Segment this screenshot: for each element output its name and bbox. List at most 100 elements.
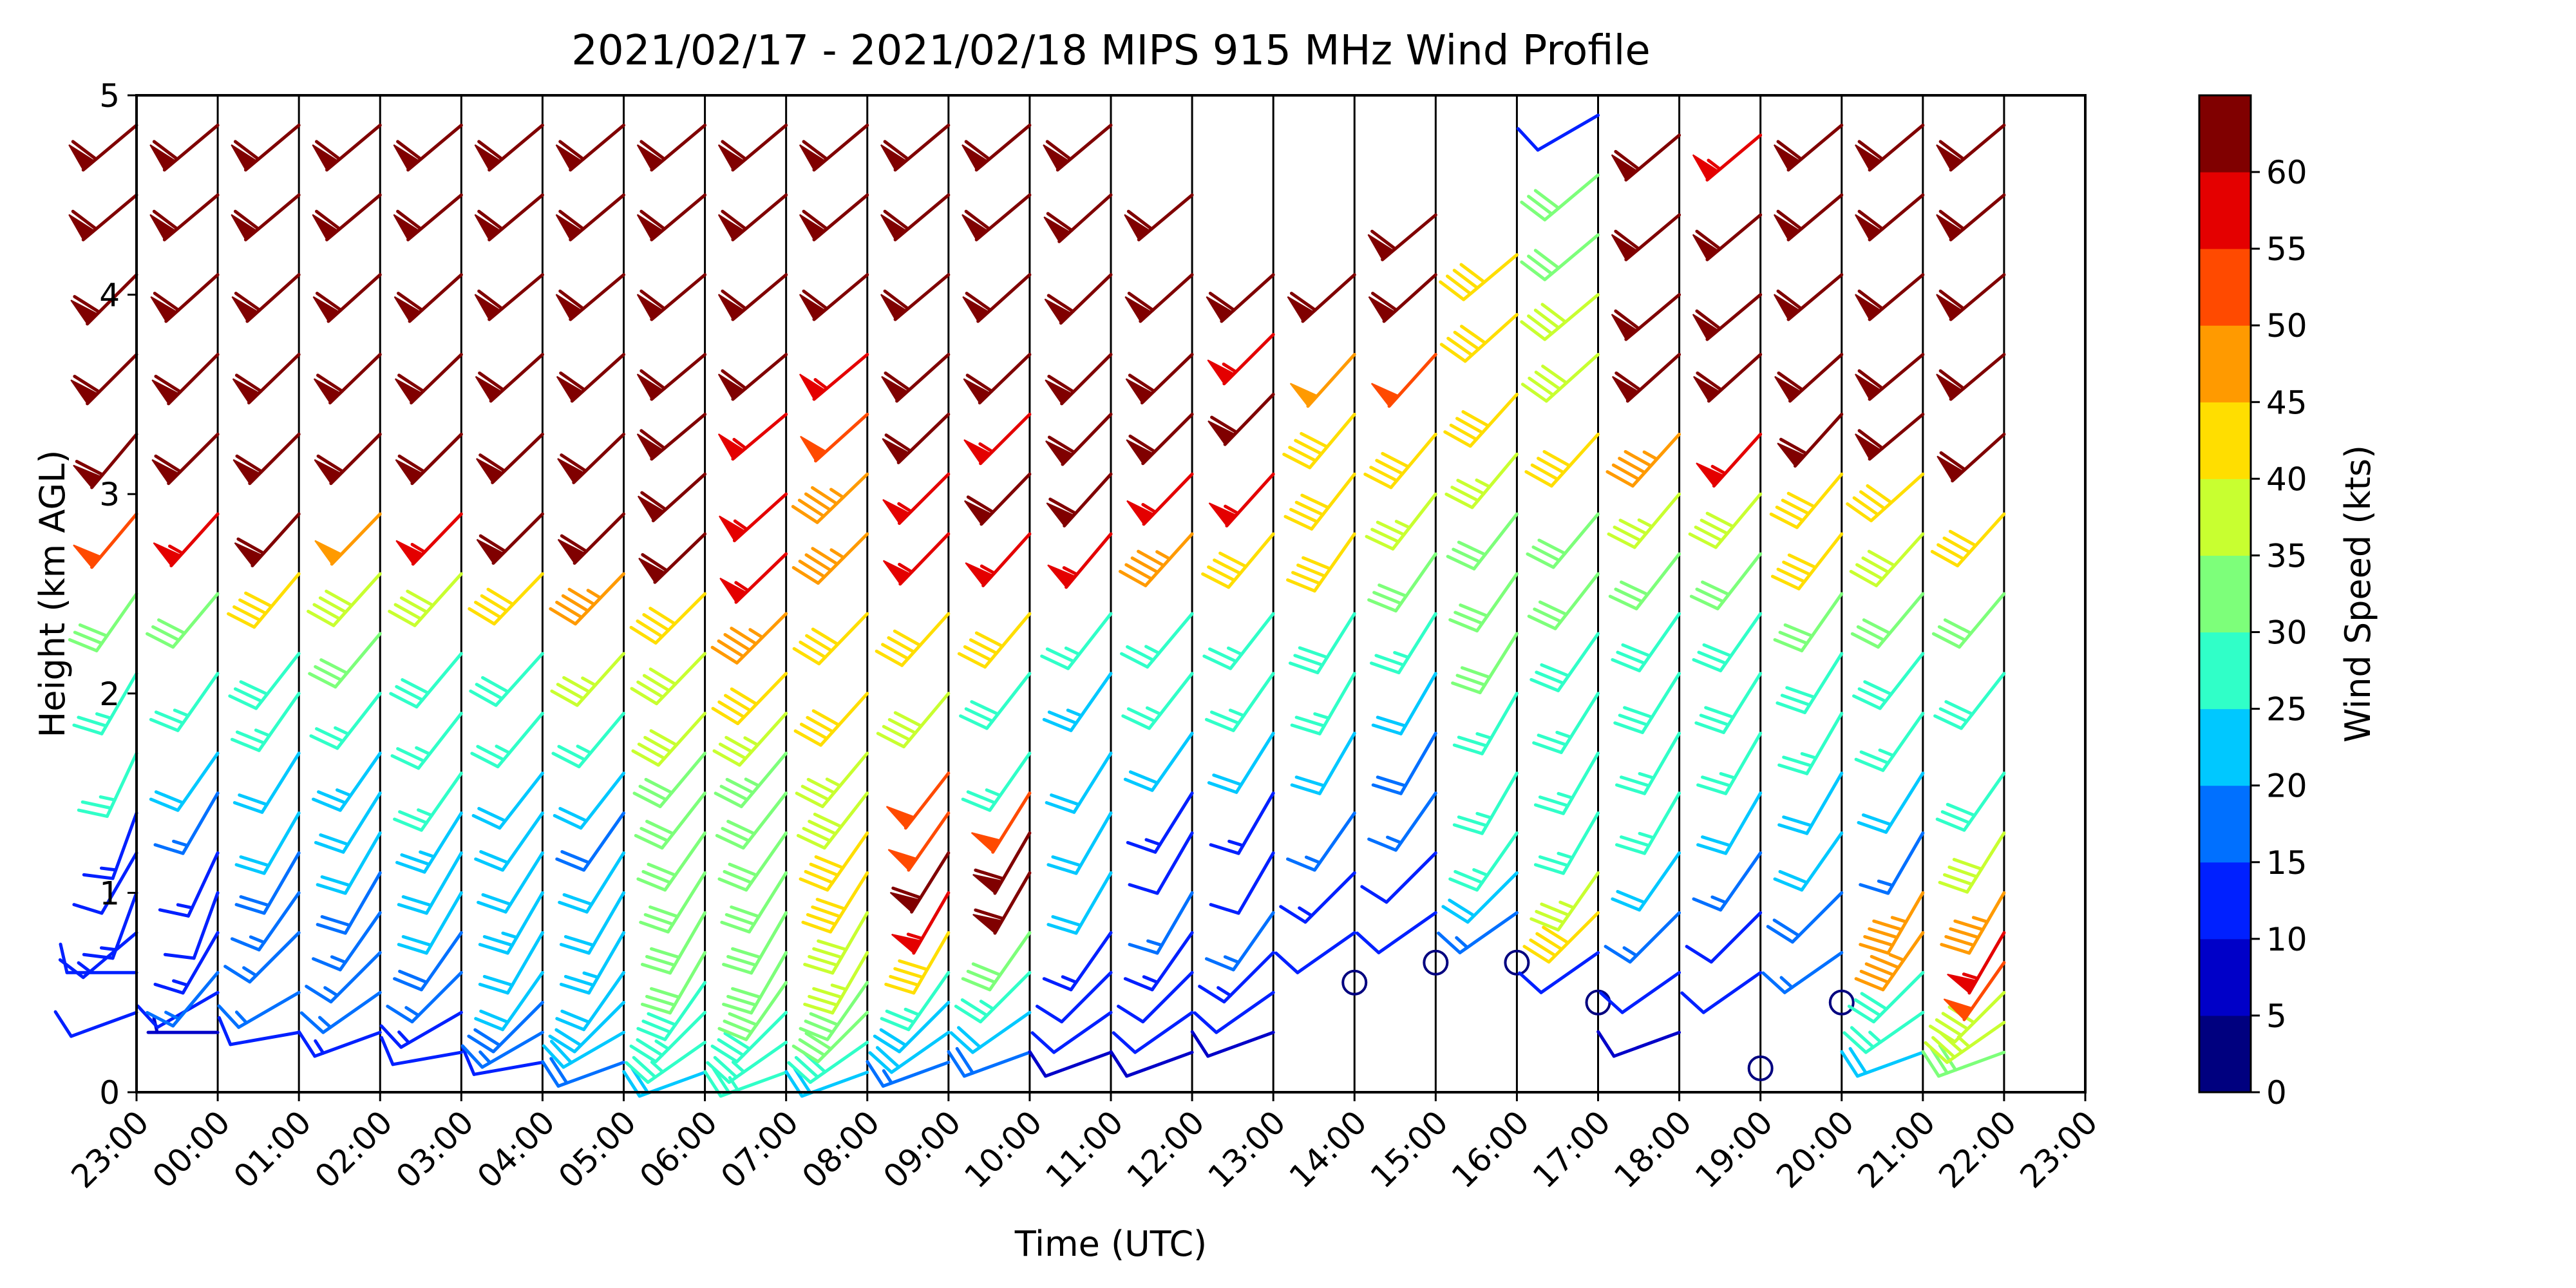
- barb-shaft: [1155, 891, 1194, 955]
- barb-flag: [232, 459, 261, 485]
- wind-barb: [1522, 911, 1600, 964]
- barb-shaft: [341, 791, 382, 854]
- barb-full: [1618, 518, 1648, 535]
- barb-full: [1520, 260, 1547, 281]
- barb-full: [1526, 552, 1555, 569]
- barb-full: [883, 140, 910, 161]
- barb-shaft: [1551, 512, 1600, 569]
- wind-barb: [1518, 951, 1600, 994]
- barb-full: [559, 943, 591, 955]
- barb-full: [315, 292, 343, 312]
- wind-barb: [548, 1001, 625, 1054]
- barb-full: [955, 1046, 975, 1075]
- wind-barb: [882, 412, 951, 464]
- barb-shaft: [410, 971, 463, 1024]
- wind-barb: [1761, 951, 1844, 994]
- wind-barb: [232, 752, 301, 814]
- barb-shaft: [1543, 233, 1600, 281]
- barb-full: [1766, 925, 1794, 944]
- barb-half: [985, 788, 1002, 797]
- barb-full: [1302, 556, 1332, 571]
- barb-full: [238, 793, 269, 806]
- wind-barb: [1855, 273, 1925, 321]
- barb-full: [645, 954, 677, 967]
- barb-full: [71, 209, 98, 231]
- barb-shaft: [819, 692, 869, 747]
- barb-shaft: [983, 612, 1032, 669]
- barb-flag: [1044, 298, 1072, 325]
- wind-barb: [882, 472, 951, 526]
- barb-flag: [1692, 314, 1719, 341]
- barb-full: [561, 594, 590, 613]
- barb-flag: [1124, 296, 1152, 323]
- barb-full: [811, 486, 838, 506]
- wind-barb: [72, 672, 138, 735]
- barb-half: [478, 1050, 492, 1065]
- wind-barb: [1045, 412, 1113, 466]
- barb-full: [1457, 540, 1487, 556]
- barb-flag: [1043, 216, 1071, 243]
- x-tick-label: 07:00: [714, 1103, 806, 1195]
- barb-full: [884, 433, 913, 453]
- barb-full: [724, 913, 756, 926]
- barb-shaft: [971, 1010, 1032, 1054]
- barb-full: [1868, 927, 1899, 940]
- barb-half: [318, 1016, 332, 1029]
- barb-flag: [717, 294, 745, 321]
- wind-barb: [1846, 472, 1925, 523]
- barb-shaft: [1800, 592, 1844, 652]
- barb-full: [1448, 898, 1476, 918]
- barb-full: [1035, 1005, 1064, 1024]
- barb-full: [244, 591, 274, 609]
- barb-full: [234, 903, 266, 915]
- wind-barb: [1030, 1010, 1113, 1054]
- barb-half: [1223, 955, 1240, 964]
- barb-full: [1857, 687, 1888, 703]
- barb-full: [1859, 883, 1890, 895]
- barb-shaft: [252, 572, 301, 629]
- barb-full: [793, 1066, 812, 1095]
- barb-shaft: [1472, 512, 1519, 571]
- wind-barb: [1040, 612, 1113, 670]
- barb-full: [1780, 694, 1812, 707]
- barb-shaft: [737, 712, 788, 767]
- barb-flag: [963, 500, 992, 526]
- barb-shaft: [668, 911, 707, 975]
- barb-full: [562, 893, 594, 906]
- barb-shaft: [656, 712, 707, 767]
- barb-shaft: [985, 672, 1032, 730]
- barb-full: [1695, 229, 1722, 251]
- barb-shaft: [1719, 851, 1763, 912]
- barb-shaft: [192, 891, 220, 960]
- barb-half: [1142, 975, 1159, 984]
- barb-full: [1279, 905, 1307, 924]
- barb-flag: [1043, 144, 1070, 171]
- barb-flag: [1936, 144, 1963, 171]
- barb-full: [1452, 823, 1484, 835]
- barb-shaft: [1391, 492, 1437, 551]
- barb-flag: [150, 296, 178, 323]
- colorbar-segment: [2199, 249, 2251, 326]
- barb-full: [556, 683, 585, 701]
- wind-barb: [82, 811, 138, 880]
- barb-half: [99, 866, 118, 872]
- barb-full: [1540, 663, 1571, 677]
- barb-half: [1155, 550, 1171, 561]
- barb-full: [644, 777, 674, 795]
- barb-full: [1448, 877, 1479, 892]
- barb-flag: [965, 562, 994, 587]
- barb-full: [791, 1044, 820, 1064]
- barb-full: [876, 732, 905, 749]
- wind-barb: [629, 592, 707, 645]
- barb-shaft: [338, 752, 382, 812]
- barb-flag: [717, 144, 745, 171]
- barb-full: [152, 140, 179, 161]
- barb-full: [396, 209, 423, 231]
- barb-flag: [234, 542, 263, 567]
- barb-full: [1938, 1044, 1958, 1072]
- barb-shaft: [336, 692, 382, 750]
- barb-full: [1530, 463, 1560, 481]
- barb-full: [486, 587, 515, 607]
- barb-flag: [1936, 294, 1963, 321]
